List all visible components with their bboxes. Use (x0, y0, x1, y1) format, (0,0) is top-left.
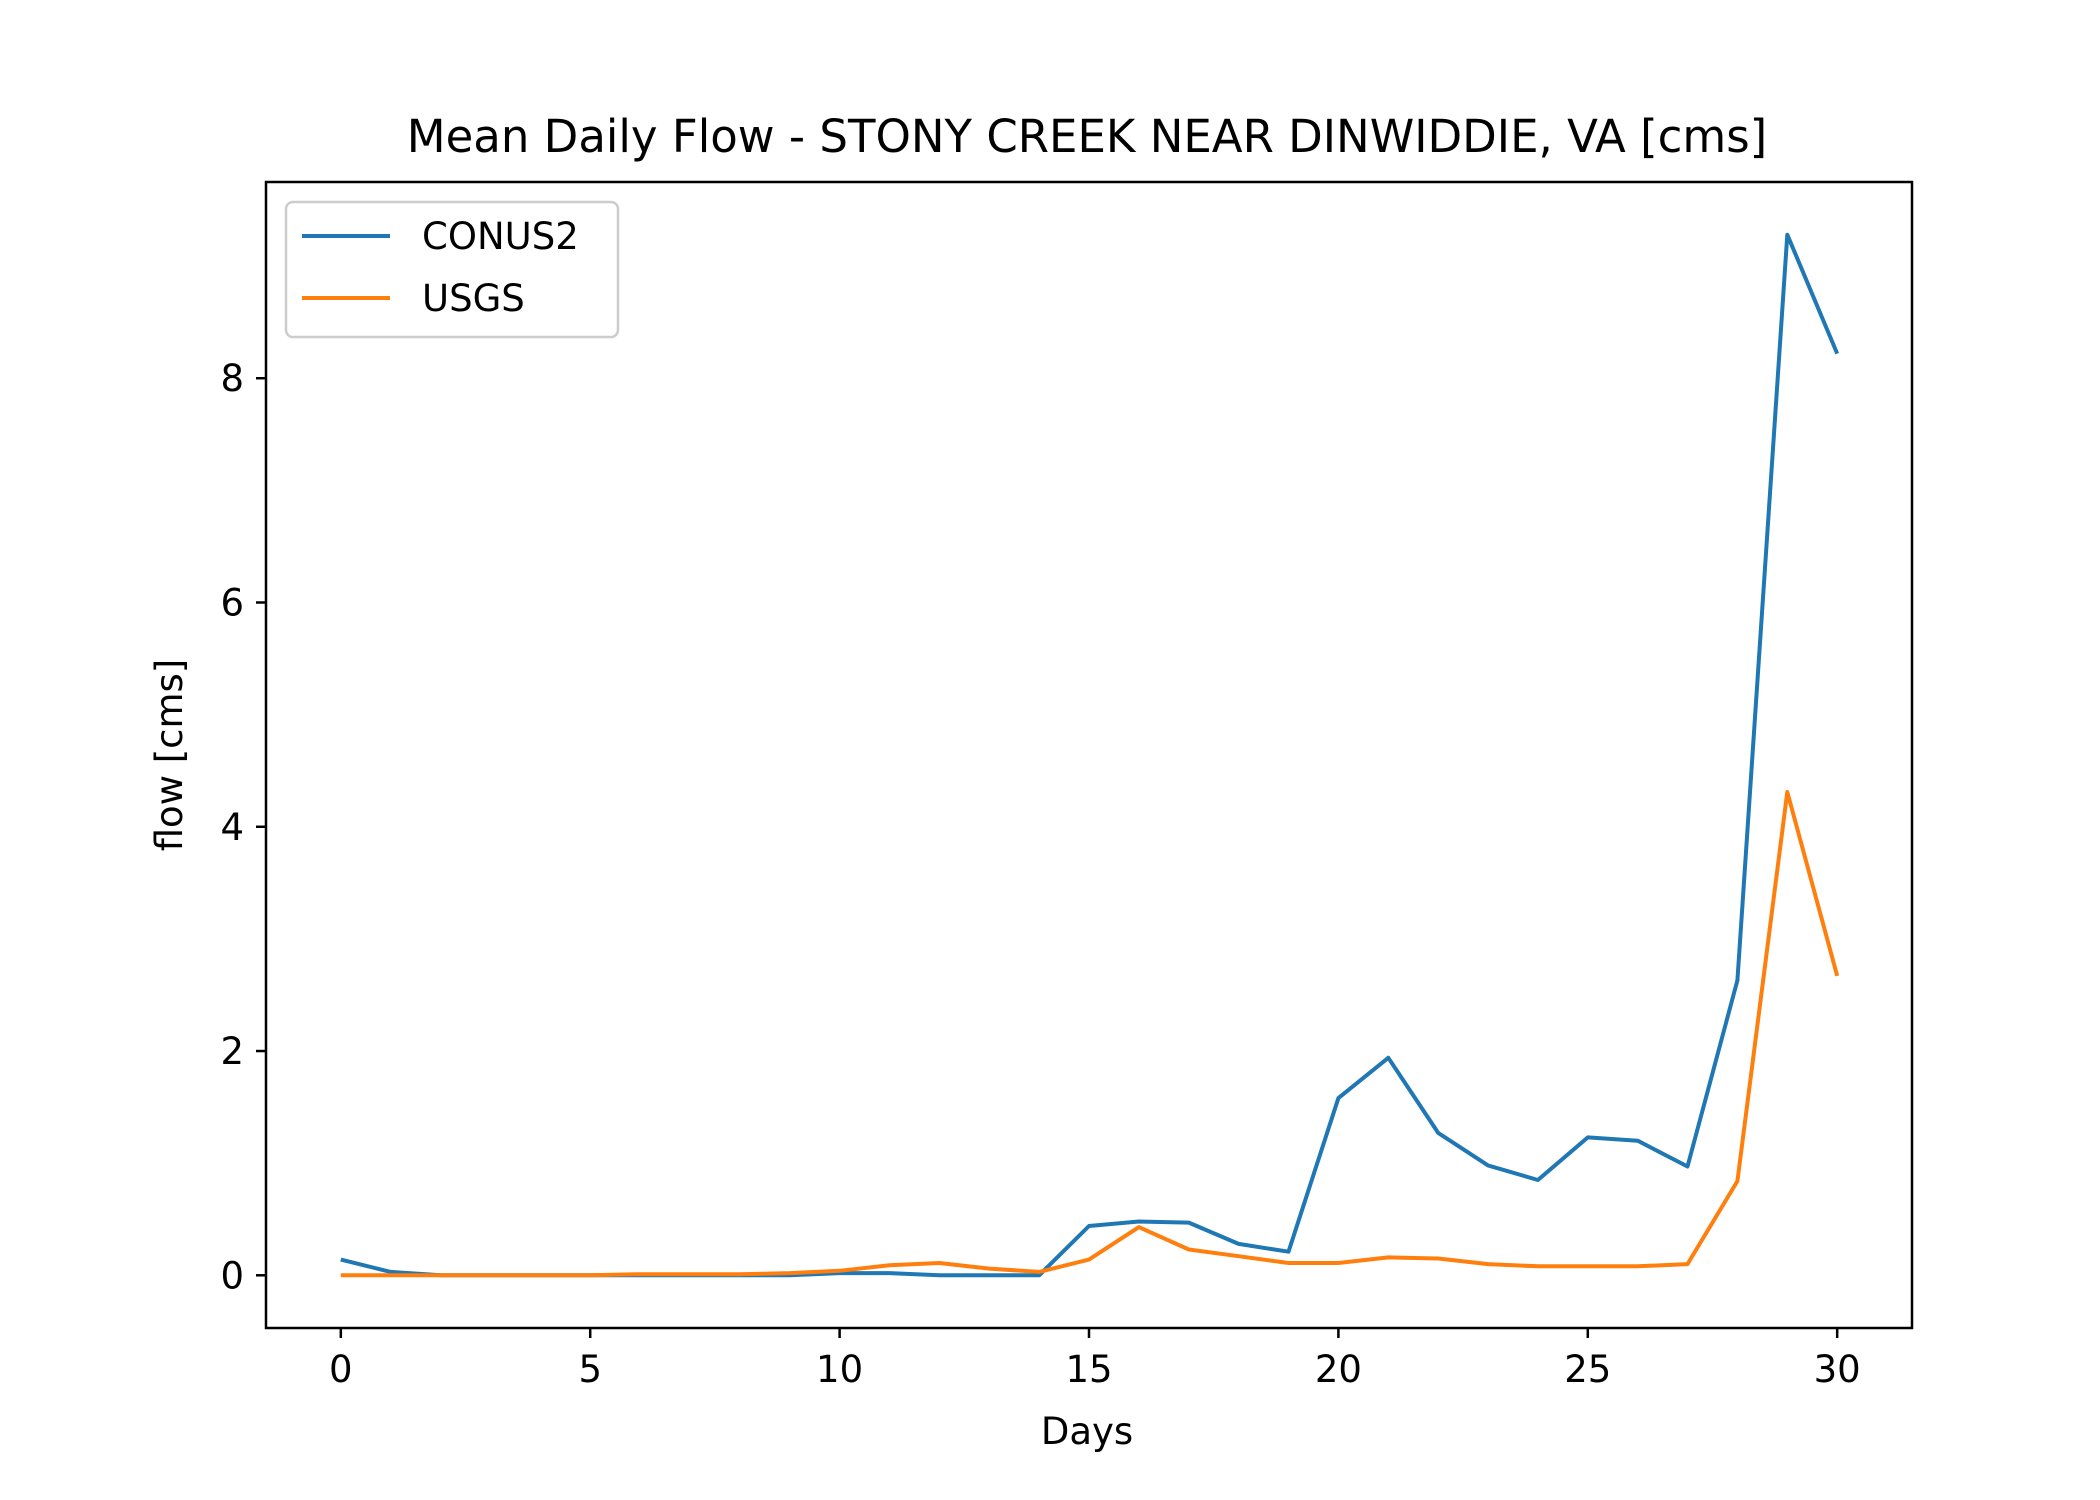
x-tick-label: 5 (578, 1348, 602, 1391)
x-tick-label: 0 (329, 1348, 353, 1391)
x-tick-label: 25 (1564, 1348, 1611, 1391)
x-tick-label: 15 (1065, 1348, 1112, 1391)
chart-title: Mean Daily Flow - STONY CREEK NEAR DINWI… (407, 110, 1767, 163)
legend-label-usgs: USGS (422, 277, 525, 320)
series-line-usgs (340, 790, 1840, 1278)
x-tick-label: 10 (816, 1348, 863, 1391)
y-tick-label: 2 (220, 1030, 244, 1073)
y-tick-label: 8 (220, 357, 244, 400)
x-axis: 0 5 10 15 20 25 30 (329, 1328, 1861, 1391)
y-tick-label: 6 (220, 581, 244, 624)
x-tick-label: 20 (1315, 1348, 1362, 1391)
y-axis: 0 2 4 6 8 (220, 357, 266, 1297)
legend: CONUS2 USGS (284, 200, 620, 339)
legend-label-conus2: CONUS2 (422, 215, 579, 258)
x-tick-label: 30 (1814, 1348, 1861, 1391)
y-tick-label: 0 (220, 1254, 244, 1297)
series-layer (340, 232, 1840, 1278)
y-axis-label: flow [cms] (148, 659, 191, 852)
y-tick-label: 4 (220, 806, 244, 849)
x-axis-label: Days (1041, 1410, 1133, 1453)
